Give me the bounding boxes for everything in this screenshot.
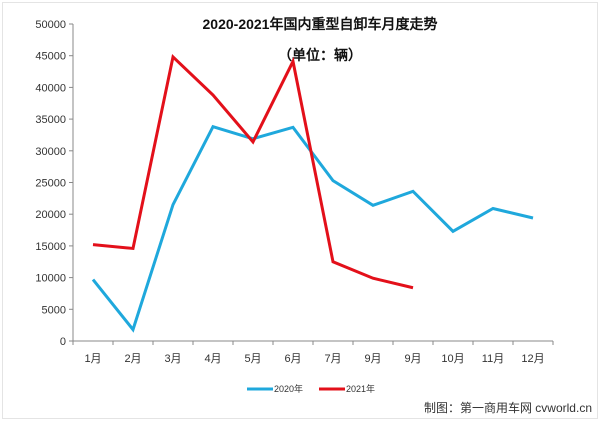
x-tick-label: 10月: [441, 353, 464, 365]
x-tick-label: 11月: [482, 353, 504, 365]
x-tick-label: 1月: [84, 353, 101, 365]
y-tick-label: 0: [60, 336, 66, 348]
x-tick-label: 6月: [284, 353, 301, 365]
y-tick-label: 10000: [35, 273, 66, 285]
x-tick-label: 3月: [164, 353, 181, 365]
x-tick-label: 5月: [244, 353, 261, 365]
credit-text: 制图：第一商用车网 cvworld.cn: [424, 400, 592, 415]
y-tick-label: 30000: [35, 146, 66, 158]
y-tick-label: 20000: [35, 209, 66, 221]
legend-label: 2021年: [346, 383, 375, 394]
y-tick-label: 5000: [42, 304, 66, 316]
x-tick-label: 4月: [204, 353, 221, 365]
y-tick-label: 35000: [35, 114, 66, 126]
y-tick-label: 25000: [35, 178, 66, 190]
chart-subtitle: （单位：辆）: [278, 47, 362, 63]
x-tick-label: 9月: [364, 353, 381, 365]
x-tick-label: 2月: [124, 353, 141, 365]
x-tick-label: 12月: [521, 353, 544, 365]
y-tick-label: 50000: [35, 19, 66, 31]
y-tick-label: 45000: [35, 51, 66, 63]
x-tick-label: 7月: [324, 353, 341, 365]
y-tick-label: 40000: [35, 82, 66, 94]
x-tick-label: 9月: [404, 353, 421, 365]
y-tick-label: 15000: [35, 241, 66, 253]
series-line-2021年: [92, 54, 414, 290]
chart-title: 2020-2021年国内重型自卸车月度走势: [203, 16, 438, 32]
legend-label: 2020年: [274, 383, 303, 394]
